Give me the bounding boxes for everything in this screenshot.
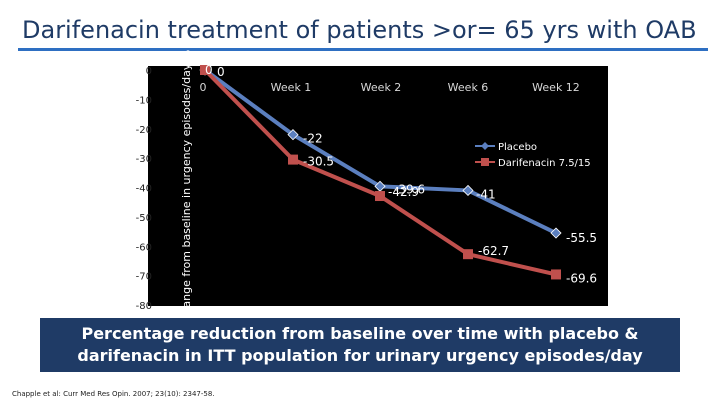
x-category-label: Week 1: [271, 81, 312, 94]
data-point: [375, 191, 385, 202]
data-label: -69.6: [566, 271, 597, 285]
data-point: [551, 269, 561, 280]
y-tick-label: -20: [136, 125, 152, 136]
y-axis-ticks: 0 -10 -20 -30 -40 -50 -60 -70 -80: [136, 66, 152, 312]
slide-title: Darifenacin treatment of patients >or= 6…: [22, 16, 697, 44]
data-label: -41: [476, 187, 496, 201]
legend-label: Darifenacin 7.5/15: [498, 158, 591, 169]
y-tick-label: -70: [136, 272, 152, 283]
legend-label: Placebo: [498, 142, 537, 153]
data-label: -42.9: [388, 185, 419, 199]
y-tick-label: -40: [136, 184, 152, 195]
citation: Chapple et al: Curr Med Res Opin. 2007; …: [12, 390, 215, 398]
y-tick-label: -80: [136, 301, 152, 312]
data-point: [550, 227, 562, 239]
x-category-label: Week 2: [361, 81, 402, 94]
x-category-label: 0: [200, 81, 207, 94]
data-point: [288, 154, 298, 165]
legend: Placebo Darifenacin 7.5/15: [475, 142, 591, 169]
data-label: -30.5: [303, 155, 334, 169]
y-tick-label: -10: [136, 95, 152, 106]
data-label: -39.6: [394, 182, 425, 196]
x-category-label: Week 6: [448, 81, 489, 94]
x-category-label: Week 12: [532, 81, 580, 94]
legend-marker: [481, 158, 489, 166]
data-point: [462, 184, 474, 197]
data-point: [463, 249, 473, 260]
series-layer: 0 -22 -39.6 -41 -55.5 0 -30.5 -42.9 -62.7 -69.6: [199, 63, 597, 285]
y-tick-label: -60: [136, 242, 152, 253]
caption-banner: Percentage reduction from baseline over …: [40, 318, 680, 372]
y-tick-label: -30: [136, 154, 152, 165]
data-label: 0: [217, 65, 225, 79]
y-tick-label: 0: [146, 66, 152, 77]
data-point: [200, 65, 210, 75]
x-axis-categories: 0 Week 1 Week 2 Week 6 Week 12: [200, 81, 580, 94]
data-label: -55.5: [566, 231, 597, 245]
y-tick-label: -50: [136, 213, 152, 224]
data-label: -62.7: [478, 244, 509, 258]
data-point: [287, 129, 299, 141]
y-axis-label: Change from baseline in urgency episodes…: [180, 50, 193, 323]
legend-marker: [481, 142, 489, 150]
title-rule: [18, 48, 708, 51]
data-label: -22: [303, 132, 323, 146]
data-label: 0: [205, 63, 213, 77]
